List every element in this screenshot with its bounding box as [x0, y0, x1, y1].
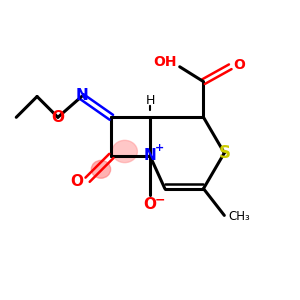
Text: H: H: [145, 94, 155, 107]
Text: OH: OH: [153, 55, 177, 69]
Text: O: O: [143, 197, 157, 212]
Text: CH₃: CH₃: [229, 210, 250, 224]
Ellipse shape: [91, 160, 111, 178]
Text: O: O: [51, 110, 64, 125]
Ellipse shape: [112, 140, 137, 163]
Text: S: S: [218, 144, 230, 162]
Text: O: O: [71, 174, 84, 189]
Text: +: +: [155, 142, 164, 153]
Text: N: N: [75, 88, 88, 103]
Text: N: N: [144, 148, 156, 164]
Text: O: O: [233, 58, 245, 72]
Text: −: −: [154, 194, 165, 206]
